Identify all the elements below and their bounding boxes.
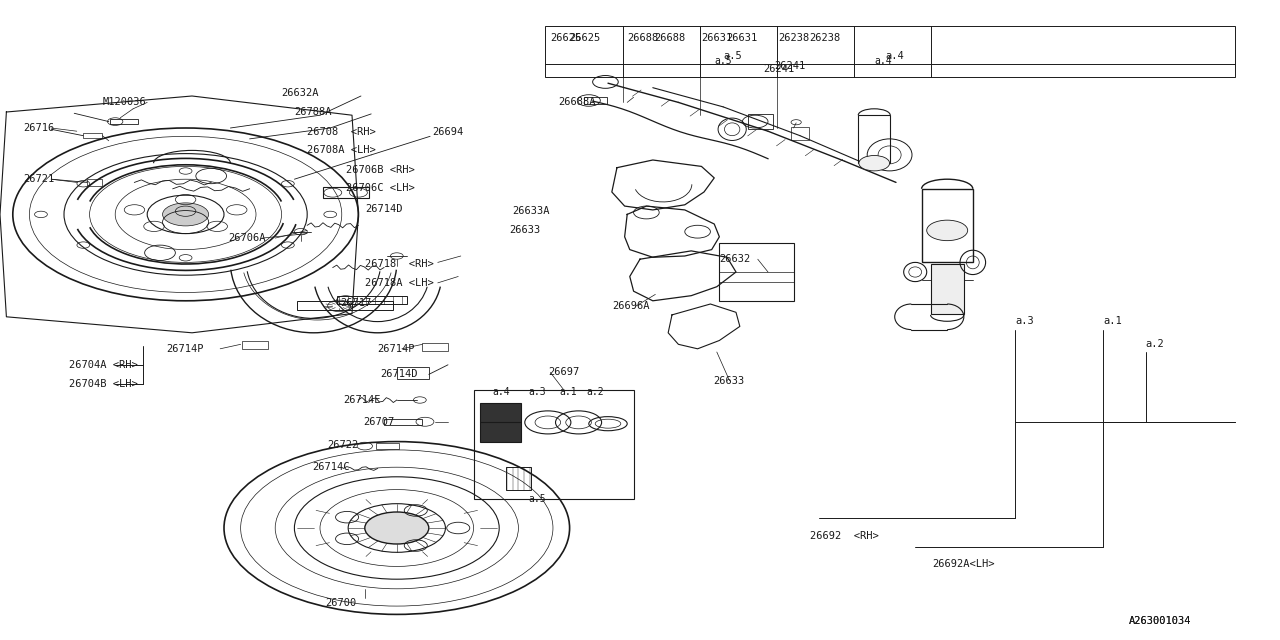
Text: a.4: a.4 <box>874 56 892 66</box>
Text: a.2: a.2 <box>1146 339 1165 349</box>
Bar <box>83 133 102 138</box>
Bar <box>384 419 422 425</box>
Bar <box>506 467 531 490</box>
Text: 26633: 26633 <box>509 225 540 236</box>
Text: 26708A <LH>: 26708A <LH> <box>307 145 376 156</box>
Text: 26716: 26716 <box>23 123 54 133</box>
Text: 26625: 26625 <box>550 33 581 44</box>
Bar <box>110 119 138 124</box>
Text: 26704A <RH>: 26704A <RH> <box>69 360 138 370</box>
Text: 26706C <LH>: 26706C <LH> <box>346 182 415 193</box>
Text: 26238: 26238 <box>809 33 840 44</box>
Text: 26714D: 26714D <box>365 204 402 214</box>
Text: 26625: 26625 <box>570 33 600 44</box>
Bar <box>545 26 1235 77</box>
Text: M120036: M120036 <box>102 97 146 108</box>
Text: 26631: 26631 <box>726 33 756 44</box>
Text: a.3: a.3 <box>1015 316 1034 326</box>
Bar <box>858 115 890 163</box>
Bar <box>719 243 794 301</box>
Bar <box>480 403 521 442</box>
Bar <box>791 127 809 140</box>
Text: a.4: a.4 <box>886 51 905 61</box>
Text: a.1: a.1 <box>1103 316 1123 326</box>
Text: 26688: 26688 <box>627 33 658 44</box>
Text: 26632: 26632 <box>719 254 750 264</box>
Text: 26722: 26722 <box>328 440 358 450</box>
Text: 26633: 26633 <box>713 376 744 386</box>
Text: a.2: a.2 <box>586 387 604 397</box>
Text: 26694: 26694 <box>433 127 463 138</box>
Text: 26718  <RH>: 26718 <RH> <box>365 259 434 269</box>
Text: 26714E: 26714E <box>343 395 380 405</box>
Text: 26718A <LH>: 26718A <LH> <box>365 278 434 288</box>
Circle shape <box>163 203 209 226</box>
Bar <box>931 264 964 314</box>
Bar <box>474 390 634 499</box>
Text: A263001034: A263001034 <box>1129 616 1192 626</box>
Text: a.1: a.1 <box>559 387 577 397</box>
Text: 26708  <RH>: 26708 <RH> <box>307 127 376 138</box>
Text: 26631: 26631 <box>701 33 732 44</box>
Text: a.4: a.4 <box>493 387 511 397</box>
Text: 26707: 26707 <box>364 417 394 428</box>
Text: 26241: 26241 <box>763 64 794 74</box>
Text: 26633A: 26633A <box>512 206 549 216</box>
Circle shape <box>859 156 890 171</box>
Text: a.5: a.5 <box>723 51 742 61</box>
Bar <box>87 179 102 186</box>
Bar <box>376 443 399 449</box>
Bar <box>422 343 448 351</box>
Bar <box>323 187 369 198</box>
Text: 26704B <LH>: 26704B <LH> <box>69 379 138 389</box>
Text: 26692  <RH>: 26692 <RH> <box>810 531 879 541</box>
Text: 26714P: 26714P <box>166 344 204 354</box>
Bar <box>337 296 407 304</box>
Text: 26714C: 26714C <box>312 462 349 472</box>
Text: A263001034: A263001034 <box>1129 616 1192 626</box>
Text: 26696A: 26696A <box>612 301 649 311</box>
Text: 26632A: 26632A <box>282 88 319 98</box>
Text: a.5: a.5 <box>714 56 732 66</box>
Text: 26717: 26717 <box>340 298 371 308</box>
Text: 26721: 26721 <box>23 174 54 184</box>
Bar <box>584 97 607 104</box>
Text: 26692A<LH>: 26692A<LH> <box>932 559 995 570</box>
Bar <box>748 114 773 129</box>
Text: 26788A: 26788A <box>294 107 332 117</box>
Text: 26697: 26697 <box>548 367 579 378</box>
Text: 26714P: 26714P <box>378 344 415 354</box>
Text: 26688A: 26688A <box>558 97 595 108</box>
Bar <box>922 189 973 262</box>
Circle shape <box>365 512 429 544</box>
Text: 26700: 26700 <box>325 598 356 608</box>
Text: a.5: a.5 <box>529 494 547 504</box>
Text: 26238: 26238 <box>778 33 809 44</box>
Text: 26706B <RH>: 26706B <RH> <box>346 164 415 175</box>
Bar <box>297 301 393 310</box>
Text: 26706A: 26706A <box>228 233 265 243</box>
Text: a.3: a.3 <box>529 387 547 397</box>
Text: 26688: 26688 <box>654 33 685 44</box>
Text: 26714D: 26714D <box>380 369 417 380</box>
Text: 26241: 26241 <box>774 61 805 71</box>
Bar <box>397 367 429 379</box>
Bar <box>242 341 268 349</box>
Circle shape <box>927 220 968 241</box>
